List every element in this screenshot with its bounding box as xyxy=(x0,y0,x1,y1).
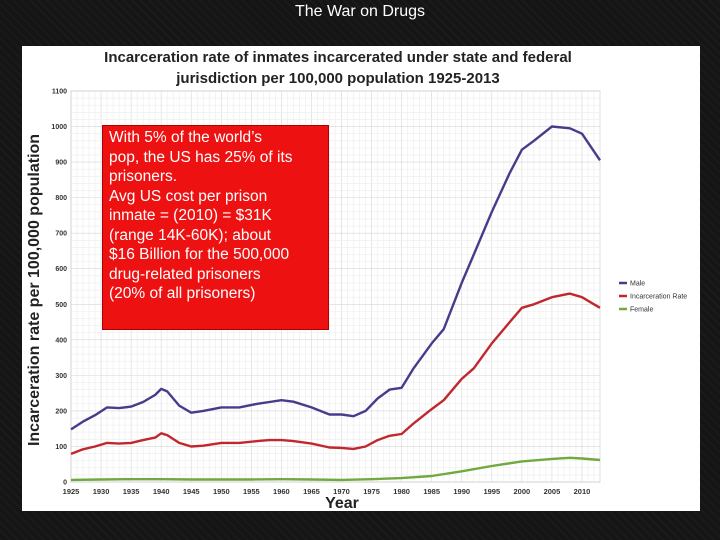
chart-title-line-2: jurisdiction per 100,000 population 1925… xyxy=(175,70,499,87)
y-tick-label: 1000 xyxy=(51,124,67,131)
callout-line: (20% of all prisoners) xyxy=(109,285,256,302)
y-tick-label: 200 xyxy=(55,408,67,415)
series-lines xyxy=(70,125,601,482)
x-tick-label: 1980 xyxy=(393,487,410,496)
y-tick-label: 300 xyxy=(55,373,67,380)
x-tick-label: 1955 xyxy=(243,487,260,496)
x-tick-label: 1975 xyxy=(363,487,380,496)
x-tick-label: 1950 xyxy=(213,487,230,496)
x-tick-label: 1940 xyxy=(153,487,170,496)
y-tick-label: 100 xyxy=(55,444,67,451)
y-tick-label: 900 xyxy=(55,160,67,167)
x-tick-label: 1930 xyxy=(93,487,110,496)
x-tick-label: 1960 xyxy=(273,487,290,496)
y-axis-label: Incarceration rate per 100,000 populatio… xyxy=(26,134,43,446)
y-tick-label: 1100 xyxy=(52,89,67,96)
axis-ticks: 0 100 200 300 400 500 600 700 800 900 1000 1100 1925… xyxy=(51,89,590,497)
callout-line: pop, the US has 25% of its xyxy=(109,148,293,166)
x-tick-label: 1990 xyxy=(453,487,470,496)
x-tick-label: 2000 xyxy=(514,487,531,496)
y-tick-label: 500 xyxy=(55,302,67,309)
callout-line: Avg US cost per prison xyxy=(109,187,268,205)
legend: Male Incarceration Rate Female xyxy=(619,281,687,314)
legend-label: Male xyxy=(630,281,645,288)
callout-line: (range 14K-60K); about xyxy=(109,226,271,244)
series-line-male xyxy=(70,125,601,431)
x-axis-label: Year xyxy=(325,495,359,511)
x-tick-label: 1935 xyxy=(123,487,140,496)
callout-line: inmate = (2010) = $31K xyxy=(109,207,272,224)
x-tick-label: 1945 xyxy=(183,487,200,496)
x-tick-label: 1985 xyxy=(423,487,440,496)
x-tick-label: 2010 xyxy=(574,487,591,496)
callout-box: With 5% of the world’s pop, the US has 25… xyxy=(102,125,329,330)
x-tick-label: 1925 xyxy=(63,487,80,496)
x-tick-label: 1995 xyxy=(483,487,500,496)
callout-line: $16 Billion for the 500,000 xyxy=(109,246,290,263)
callout-line: With 5% of the world’s xyxy=(109,129,263,146)
callout-line: prisoners. xyxy=(109,168,178,185)
y-tick-label: 700 xyxy=(55,231,67,238)
y-tick-label: 600 xyxy=(55,266,67,273)
legend-label: Incarceration Rate xyxy=(630,294,687,301)
legend-label: Female xyxy=(630,307,653,314)
x-tick-label: 1965 xyxy=(303,487,320,496)
series-line-female xyxy=(70,456,601,482)
x-tick-label: 1970 xyxy=(333,487,350,496)
callout-line: drug-related prisoners xyxy=(109,265,261,283)
series-line-incarceration-rate xyxy=(70,292,601,456)
x-tick-label: 2005 xyxy=(544,487,561,496)
y-tick-label: 0 xyxy=(63,480,67,487)
slide-title: The War on Drugs xyxy=(294,3,426,20)
y-tick-label: 800 xyxy=(55,195,67,202)
y-tick-label: 400 xyxy=(55,337,67,344)
chart-title-line-1: Incarceration rate of inmates incarcerat… xyxy=(104,49,572,66)
